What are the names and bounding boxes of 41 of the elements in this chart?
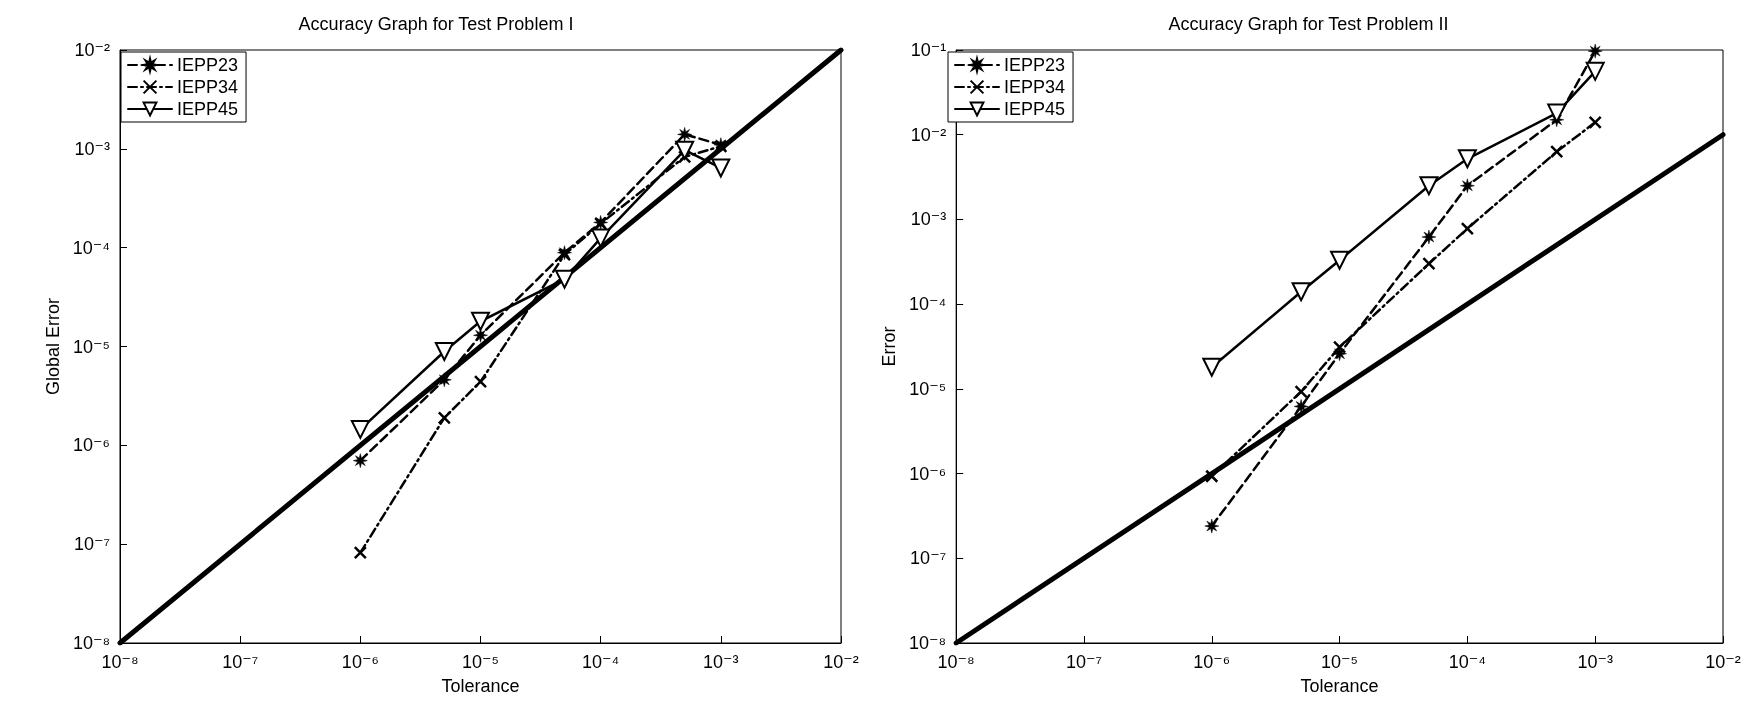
- legend-label: IEPP23: [1004, 55, 1066, 75]
- chart-title: Accuracy Graph for Test Problem II: [1168, 14, 1449, 34]
- x-tick-label: 10⁻²: [823, 652, 859, 672]
- x-axis-title: Tolerance: [441, 676, 520, 696]
- y-tick-label: 10⁻⁷: [910, 548, 947, 569]
- x-tick-label: 10⁻⁷: [1065, 652, 1102, 672]
- legend-label: IEPP34: [177, 77, 239, 97]
- x-tick-label: 10⁻⁶: [341, 652, 379, 672]
- x-tick-label: 10⁻⁸: [101, 652, 139, 672]
- y-tick-label: 10⁻³: [74, 138, 110, 159]
- legend-label: IEPP34: [1004, 77, 1066, 97]
- y-tick-label: 10⁻⁵: [73, 336, 110, 357]
- x-tick-label: 10⁻⁴: [1448, 652, 1487, 672]
- x-tick-label: 10⁻⁷: [222, 652, 259, 672]
- y-tick-label: 10⁻⁶: [909, 463, 947, 484]
- y-tick-label: 10⁻⁶: [73, 435, 110, 456]
- y-tick-label: 10⁻⁸: [72, 633, 110, 653]
- x-tick-label: 10⁻²: [1705, 652, 1741, 672]
- y-tick-label: 10⁻⁵: [909, 378, 947, 399]
- x-tick-label: 10⁻⁸: [937, 652, 975, 672]
- x-tick-label: 10⁻³: [703, 652, 739, 672]
- y-tick-label: 10⁻¹: [910, 40, 947, 60]
- x-axis-title: Tolerance: [1300, 676, 1379, 696]
- y-axis-title: Global Error: [42, 297, 63, 396]
- legend-label: IEPP45: [177, 99, 239, 119]
- y-tick-label: 10⁻⁷: [73, 534, 110, 555]
- x-tick-label: 10⁻⁵: [462, 652, 499, 672]
- x-tick-label: 10⁻⁶: [1193, 652, 1231, 672]
- x-tick-label: 10⁻³: [1577, 652, 1613, 672]
- y-tick-label: 10⁻²: [910, 124, 947, 145]
- legend-label: IEPP23: [177, 55, 239, 75]
- y-tick-label: 10⁻³: [910, 209, 947, 230]
- x-tick-label: 10⁻⁵: [1321, 652, 1359, 672]
- chart-title: Accuracy Graph for Test Problem I: [298, 14, 574, 34]
- y-tick-label: 10⁻⁴: [72, 237, 110, 258]
- y-tick-label: 10⁻⁴: [908, 294, 947, 315]
- y-tick-label: 10⁻⁸: [909, 633, 947, 653]
- y-axis-title: Error: [879, 326, 899, 367]
- legend-label: IEPP45: [1004, 99, 1066, 119]
- x-tick-label: 10⁻⁴: [582, 652, 620, 672]
- y-tick-label: 10⁻²: [74, 40, 110, 60]
